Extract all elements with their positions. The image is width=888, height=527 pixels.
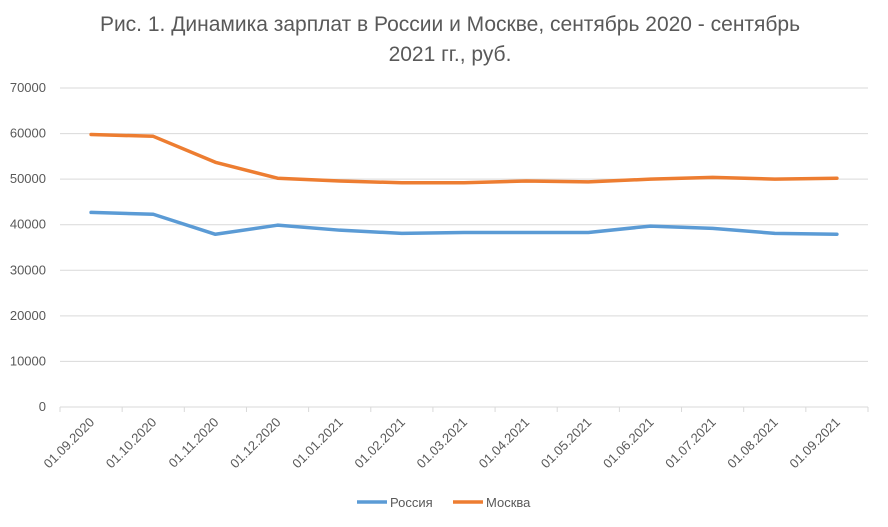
line [89,132,839,185]
y-tick-label: 30000 [10,262,46,277]
x-tick-label: 01.08.2021 [724,415,781,472]
x-tick-label: 01.11.2020 [166,415,222,471]
line [89,210,839,237]
chart-title: Рис. 1. Динамика зарплат в России и Моск… [99,13,801,66]
y-tick-label: 60000 [10,126,46,141]
x-tick-label: 01.03.2021 [413,415,470,472]
x-tick-label: 01.06.2021 [600,415,657,472]
y-tick-label: 70000 [10,80,46,95]
y-tick-label: 0 [39,399,46,414]
x-tick-label: 01.02.2021 [351,415,408,472]
y-tick-label: 10000 [10,353,46,368]
x-tick-label: 01.12.2020 [227,415,284,472]
y-tick-label: 40000 [10,217,46,232]
y-tick-label: 20000 [10,308,46,323]
x-tick-label: 01.05.2021 [538,415,595,472]
y-tick-label: 50000 [10,171,46,186]
x-tick-label: 01.01.2021 [289,415,346,472]
legend-label: Москва [486,495,531,510]
x-tick-label: 01.07.2021 [662,415,719,472]
x-tick-label: 01.10.2020 [103,415,160,472]
legend-label: Россия [390,495,433,510]
x-tick-label: 01.04.2021 [476,415,533,472]
x-tick-label: 01.09.2021 [786,415,843,472]
x-tick-label: 01.09.2020 [41,415,98,472]
